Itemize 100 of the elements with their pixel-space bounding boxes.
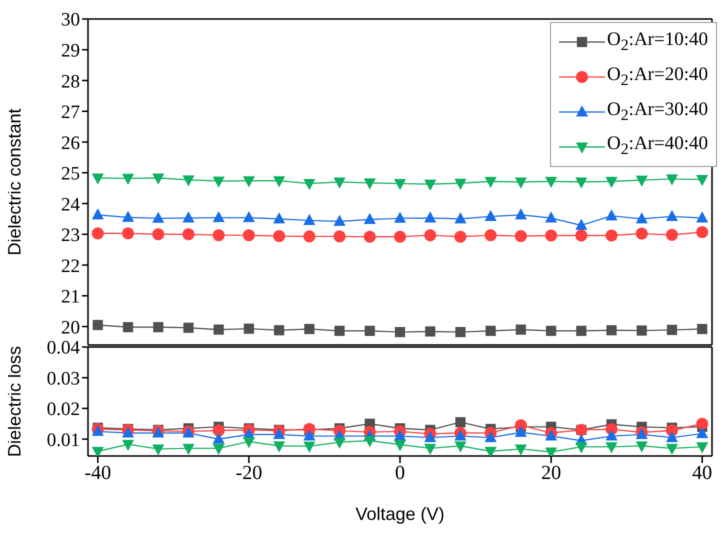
point (212, 176, 225, 188)
point (274, 325, 284, 336)
point (636, 325, 647, 336)
point (334, 230, 346, 242)
point (666, 228, 678, 241)
point (273, 176, 286, 188)
point (334, 178, 346, 189)
point (514, 230, 527, 242)
point (606, 176, 618, 188)
point (364, 212, 376, 224)
point (424, 211, 436, 222)
point (394, 230, 406, 243)
legend-label: O$_{2}$:Ar=30:40 (607, 98, 708, 126)
y-tick-label: 20 (61, 317, 80, 338)
point (334, 214, 346, 226)
point (484, 176, 497, 188)
point (122, 322, 134, 332)
point (697, 324, 708, 334)
point (273, 230, 286, 242)
point (152, 174, 164, 185)
point (636, 228, 648, 240)
point (696, 211, 708, 222)
point (455, 326, 466, 338)
point (636, 176, 648, 187)
point (182, 228, 194, 240)
y-tick-label: 30 (61, 10, 80, 31)
point (303, 179, 316, 190)
point (424, 180, 436, 191)
point (242, 176, 255, 188)
y-tick-label: 22 (61, 256, 80, 277)
point (514, 178, 527, 189)
point (92, 320, 103, 330)
point (122, 174, 134, 185)
legend-label: O$_{2}$:Ar=10:40 (607, 28, 708, 56)
point (152, 228, 164, 240)
point (182, 211, 194, 222)
point (666, 210, 678, 221)
point (516, 324, 526, 335)
point (606, 230, 618, 242)
point (92, 174, 104, 185)
y-tick-label: 0.03 (46, 368, 80, 390)
point (92, 208, 104, 220)
point (575, 218, 588, 230)
point (636, 212, 648, 224)
point (242, 229, 255, 242)
point (545, 230, 558, 242)
y-tick-label: 0.01 (46, 430, 80, 451)
point (364, 178, 376, 190)
x-tick-label: 20 (541, 462, 562, 484)
point (304, 324, 314, 334)
x-tick-label: -20 (236, 462, 262, 484)
y-tick-label: 28 (61, 71, 80, 92)
point (575, 230, 588, 242)
y-tick-label: 29 (61, 40, 80, 62)
legend-label: O$_{2}$:Ar=40:40 (607, 132, 708, 160)
point (545, 176, 558, 188)
y-tick-label: 24 (61, 194, 80, 216)
point (454, 230, 466, 243)
point (666, 324, 678, 336)
point (575, 178, 588, 189)
point (153, 322, 164, 332)
point (486, 326, 496, 336)
y-tick-label: 26 (61, 132, 80, 154)
point (122, 210, 134, 222)
point (394, 326, 406, 338)
y-tick-label: 25 (61, 164, 80, 185)
point (454, 178, 466, 190)
point (424, 229, 436, 242)
point (152, 212, 164, 223)
y-tick-label: 0.02 (46, 399, 80, 420)
point (394, 212, 406, 223)
point (546, 326, 556, 336)
x-axis-title: Voltage (V) (355, 504, 445, 524)
x-tick-label: 40 (692, 462, 712, 484)
point (122, 227, 134, 240)
point (666, 174, 678, 186)
point (606, 209, 618, 220)
point (484, 229, 497, 242)
y-tick-label: 21 (61, 286, 80, 308)
x-tick-label: 0 (395, 462, 405, 484)
y-tick-label: 0.04 (46, 338, 80, 359)
point (606, 325, 617, 336)
point (454, 212, 466, 224)
point (303, 214, 316, 225)
point (214, 324, 224, 335)
point (244, 324, 254, 334)
point (212, 229, 225, 242)
point (545, 211, 558, 222)
point (182, 175, 194, 186)
point (273, 212, 286, 224)
point (394, 179, 406, 190)
point (576, 326, 586, 336)
point (183, 322, 194, 333)
point (242, 211, 255, 222)
y-tick-label: 23 (61, 225, 80, 246)
point (212, 211, 225, 222)
point (484, 210, 497, 221)
point (425, 326, 436, 337)
point (364, 230, 376, 243)
point (92, 227, 104, 240)
